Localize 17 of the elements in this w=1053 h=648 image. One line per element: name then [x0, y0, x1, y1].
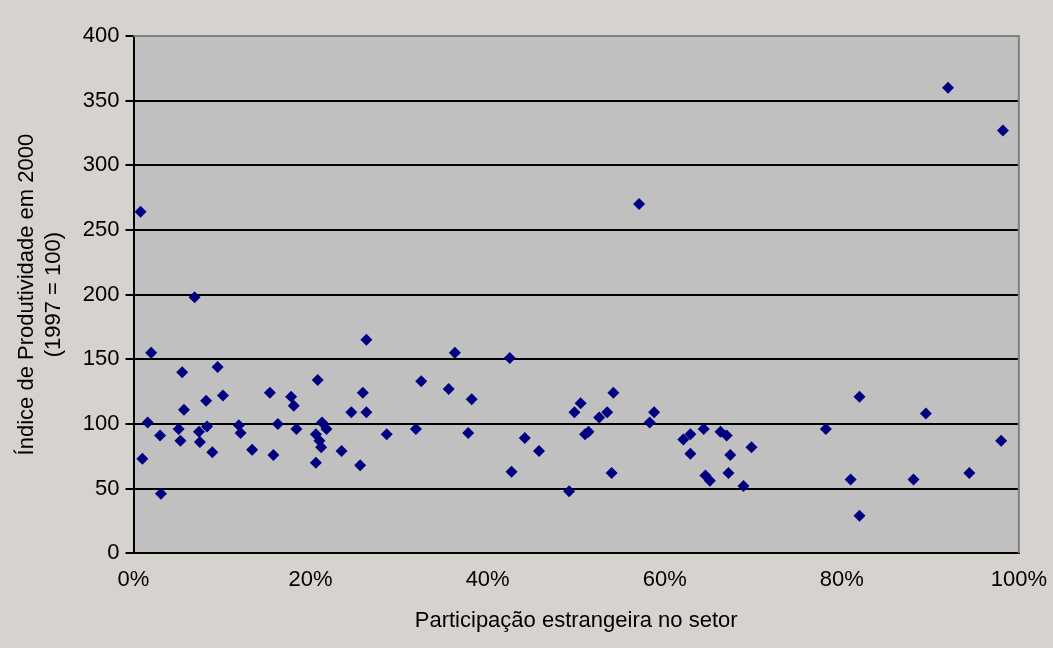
y-tick-label: 250 [82, 216, 120, 242]
x-tick-label: 60% [642, 566, 687, 592]
y-tick-label: 350 [82, 86, 120, 112]
y-tick-label: 200 [82, 280, 120, 306]
x-axis-title: Participação estrangeira no setor [414, 606, 738, 632]
y-tick-label: 400 [82, 22, 120, 48]
x-tick-label: 100% [990, 566, 1048, 592]
x-tick-label: 40% [465, 566, 510, 592]
x-tick-label: 20% [288, 566, 333, 592]
y-tick-label: 300 [82, 151, 120, 177]
y-axis-title: Índice de Produtividade em 2000 (1997 = 100) [13, 133, 65, 456]
y-tick-label: 0 [107, 539, 120, 565]
x-tick-label: 80% [819, 566, 864, 592]
x-tick-label: 0% [117, 566, 150, 592]
y-tick-label: 150 [82, 345, 120, 371]
y-tick-label: 50 [95, 474, 120, 500]
y-tick-label: 100 [82, 409, 120, 435]
